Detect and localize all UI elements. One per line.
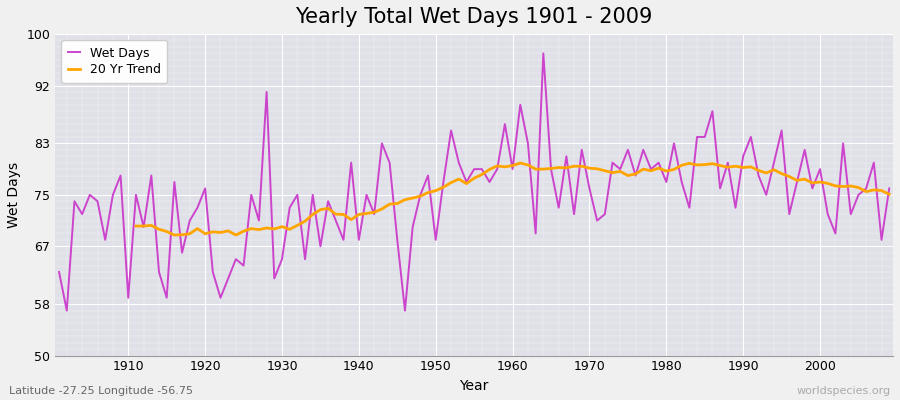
Wet Days — [508, 167, 518, 172]
Text: worldspecies.org: worldspecies.org — [796, 386, 891, 396]
20 Yr Trend — [884, 192, 895, 197]
Wet Days — [884, 186, 895, 191]
20 Yr Trend — [315, 207, 326, 212]
Title: Yearly Total Wet Days 1901 - 2009: Yearly Total Wet Days 1901 - 2009 — [295, 7, 652, 27]
Wet Days — [615, 167, 626, 172]
Wet Days — [338, 238, 349, 242]
Wet Days — [61, 308, 72, 313]
Y-axis label: Wet Days: Wet Days — [7, 162, 21, 228]
X-axis label: Year: Year — [460, 379, 489, 393]
Line: Wet Days: Wet Days — [59, 53, 889, 311]
20 Yr Trend — [545, 166, 556, 171]
Legend: Wet Days, 20 Yr Trend: Wet Days, 20 Yr Trend — [61, 40, 167, 82]
20 Yr Trend — [169, 233, 180, 238]
20 Yr Trend — [515, 161, 526, 166]
20 Yr Trend — [738, 165, 749, 170]
Wet Days — [515, 102, 526, 107]
Wet Days — [54, 270, 65, 274]
Text: Latitude -27.25 Longitude -56.75: Latitude -27.25 Longitude -56.75 — [9, 386, 193, 396]
20 Yr Trend — [130, 224, 141, 228]
Wet Days — [538, 51, 549, 56]
Wet Days — [292, 192, 302, 197]
Wet Days — [123, 295, 134, 300]
20 Yr Trend — [338, 212, 349, 217]
Line: 20 Yr Trend: 20 Yr Trend — [136, 163, 889, 235]
20 Yr Trend — [523, 162, 534, 167]
20 Yr Trend — [369, 210, 380, 215]
